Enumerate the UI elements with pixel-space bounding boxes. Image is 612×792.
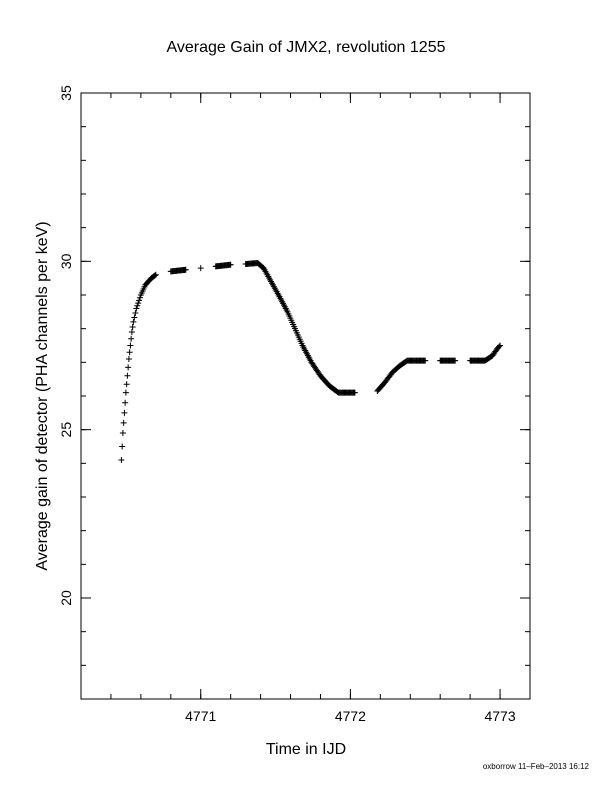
x-axis-label: Time in IJD bbox=[266, 741, 346, 758]
axis-ticks bbox=[80, 92, 531, 700]
data-point bbox=[125, 364, 132, 371]
plot-frame bbox=[80, 92, 531, 700]
y-tick-label: 30 bbox=[58, 253, 74, 269]
data-point bbox=[124, 372, 131, 379]
footer-credit: oxborrow 11–Feb–2013 16:12 bbox=[483, 762, 590, 771]
data-points bbox=[118, 260, 504, 463]
data-point bbox=[351, 389, 358, 396]
y-tick-label: 35 bbox=[58, 85, 74, 101]
x-tick-label: 4772 bbox=[335, 708, 366, 724]
y-tick-label: 20 bbox=[58, 590, 74, 606]
x-tick-label: 4773 bbox=[484, 708, 515, 724]
data-point bbox=[128, 329, 135, 336]
data-point bbox=[120, 419, 127, 426]
data-point bbox=[132, 309, 139, 316]
data-point bbox=[197, 265, 204, 272]
data-point bbox=[131, 314, 138, 321]
data-point bbox=[130, 318, 137, 325]
data-point bbox=[134, 302, 141, 309]
data-point bbox=[135, 300, 142, 307]
data-point bbox=[136, 297, 143, 304]
data-point bbox=[497, 342, 504, 349]
data-point bbox=[126, 349, 133, 356]
data-point bbox=[227, 261, 234, 268]
data-point bbox=[119, 443, 126, 450]
data-point bbox=[496, 343, 503, 350]
data-point bbox=[122, 389, 129, 396]
data-point bbox=[128, 335, 135, 342]
data-point bbox=[129, 323, 136, 330]
y-axis-label: Average gain of detector (PHA channels p… bbox=[34, 221, 51, 570]
plot-area: 4771 4772 4773 20 25 30 35 bbox=[58, 85, 531, 724]
data-point bbox=[122, 399, 129, 406]
chart-title: Average Gain of JMX2, revolution 1255 bbox=[167, 39, 446, 56]
data-point bbox=[152, 271, 159, 278]
data-point bbox=[119, 430, 126, 437]
data-point bbox=[422, 357, 429, 364]
data-point bbox=[182, 266, 189, 273]
y-tick-labels: 20 25 30 35 bbox=[58, 85, 74, 606]
data-point bbox=[125, 355, 132, 362]
x-tick-label: 4771 bbox=[185, 708, 216, 724]
data-point bbox=[123, 381, 130, 388]
data-point bbox=[136, 294, 143, 301]
data-point bbox=[121, 409, 128, 416]
data-point bbox=[133, 305, 140, 312]
data-point bbox=[127, 342, 134, 349]
data-point bbox=[118, 456, 125, 463]
x-tick-labels: 4771 4772 4773 bbox=[185, 708, 516, 724]
data-point bbox=[452, 357, 459, 364]
data-point bbox=[151, 272, 158, 279]
y-tick-label: 25 bbox=[58, 422, 74, 438]
